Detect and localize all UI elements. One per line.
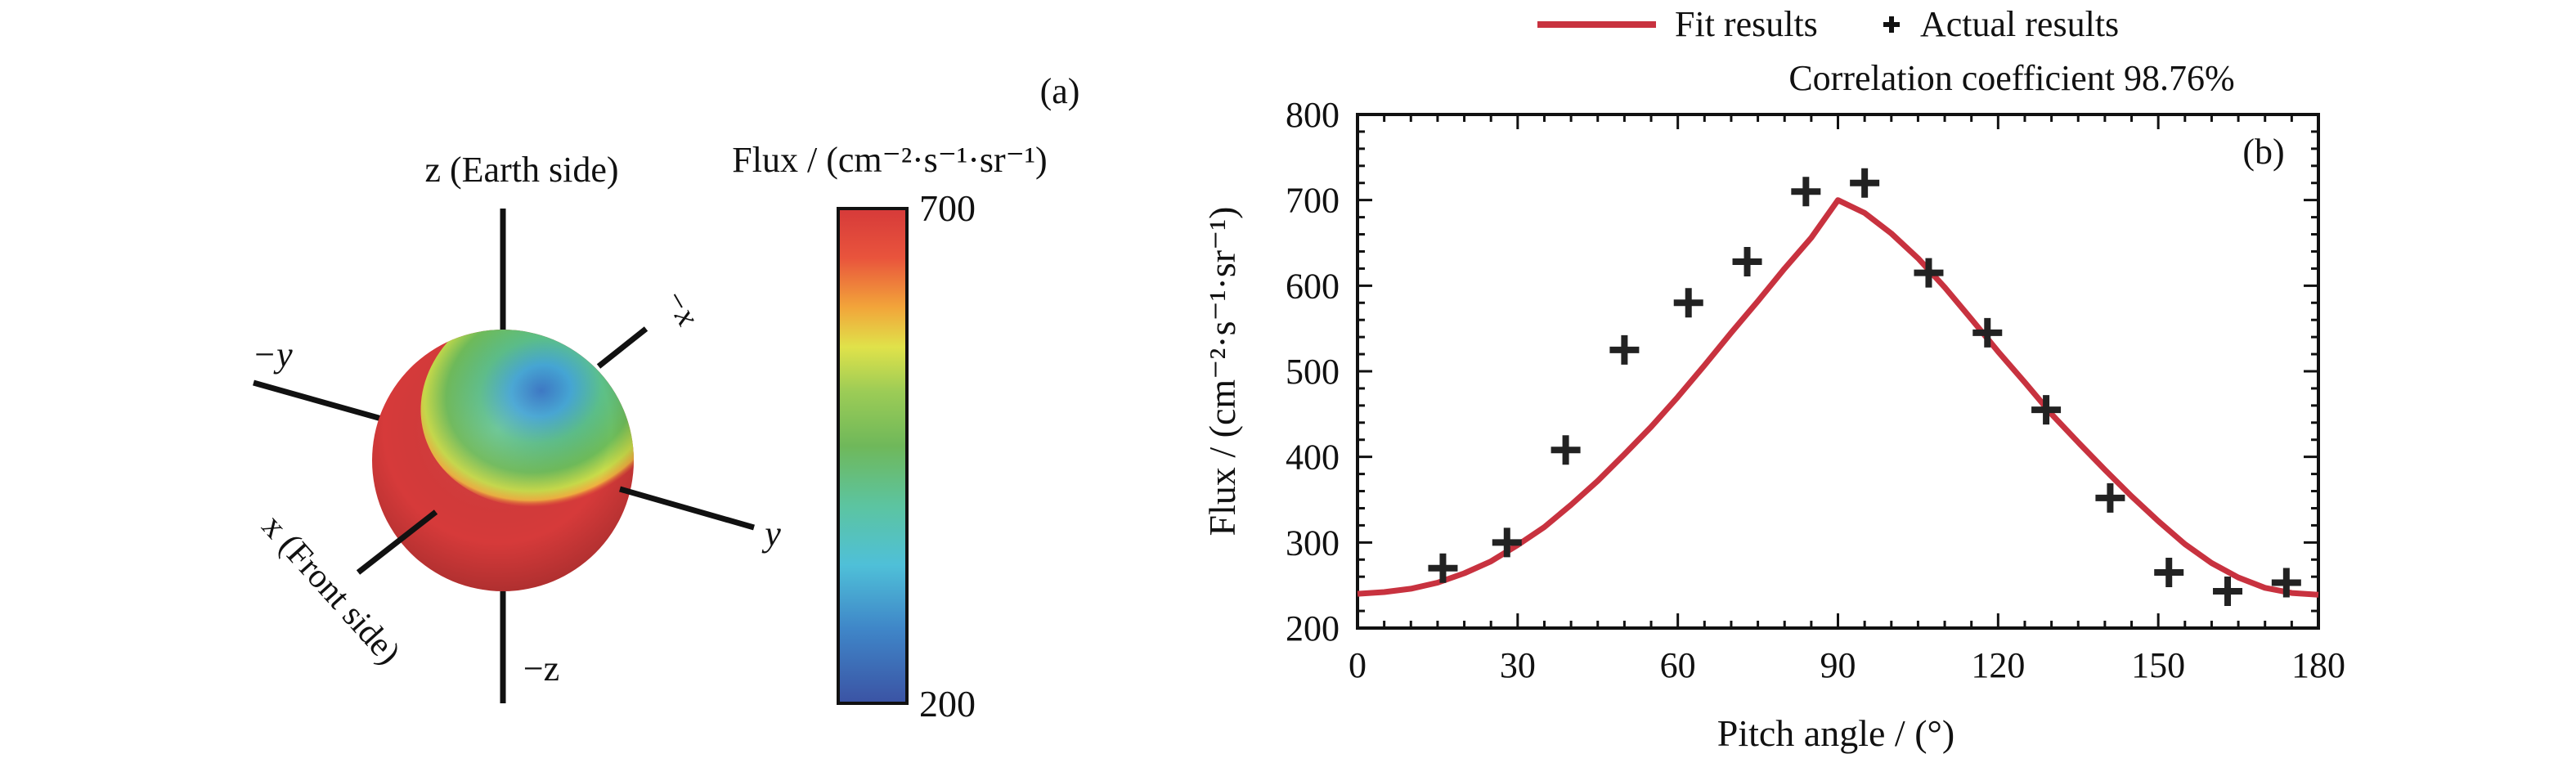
x-tick-label: 90 — [1820, 645, 1856, 685]
actual-result-point — [1972, 317, 2003, 348]
colorbar-min-label: 200 — [919, 683, 976, 725]
actual-result-point — [1551, 435, 1581, 465]
panel-a-sphere-plot: (a) z (Earth side) −y −x y x (Front side… — [252, 71, 1079, 725]
y-tick-labels: 200 300 400 500 600 700 800 — [1286, 95, 1340, 649]
axis-x-positive — [356, 509, 438, 575]
axis-label-z-positive: z (Earth side) — [425, 150, 619, 190]
actual-result-point — [2154, 557, 2184, 587]
axis-label-z-negative: −z — [523, 649, 559, 689]
fit-results-line — [1357, 197, 2319, 598]
axis-x-negative — [596, 326, 648, 369]
legend-actual-marker — [1883, 16, 1900, 33]
y-tick-label: 600 — [1286, 266, 1340, 306]
axis-label-x-negative: −x — [657, 282, 707, 332]
y-tick-label: 800 — [1286, 95, 1340, 135]
axis-label-y-positive: y — [761, 514, 781, 554]
x-axis-title: Pitch angle / (°) — [1717, 712, 1955, 754]
flux-sphere — [372, 330, 634, 591]
x-tick-label: 30 — [1500, 645, 1536, 685]
actual-result-point — [1673, 288, 1703, 318]
chart-title: Correlation coefficient 98.76% — [1788, 58, 2234, 98]
y-axis-title: Flux / (cm⁻²·s⁻¹·sr⁻¹) — [1201, 207, 1243, 536]
legend-fit-label: Fit results — [1675, 4, 1818, 44]
panel-b-chart: Fit results Actual results Correlation c… — [1201, 4, 2345, 754]
x-tick-label: 0 — [1349, 645, 1367, 685]
actual-result-point — [1732, 247, 1762, 277]
colorbar — [837, 207, 909, 705]
actual-result-point — [1428, 553, 1458, 583]
panel-a-label: (a) — [1040, 71, 1080, 111]
actual-result-point — [1914, 258, 1944, 288]
legend: Fit results Actual results — [1537, 4, 2119, 44]
actual-result-point — [2213, 576, 2243, 606]
plot-frame — [1356, 113, 2320, 630]
actual-result-point — [1791, 177, 1821, 207]
y-tick-label: 400 — [1286, 438, 1340, 478]
y-tick-label: 300 — [1286, 523, 1340, 563]
series-layer — [1357, 168, 2319, 606]
legend-actual-label: Actual results — [1920, 4, 2119, 44]
panel-b-label: (b) — [2242, 132, 2284, 172]
y-tick-label: 500 — [1286, 352, 1340, 392]
actual-result-point — [2271, 568, 2301, 598]
x-tick-label: 150 — [2131, 645, 2185, 685]
x-tick-label: 120 — [1971, 645, 2025, 685]
axis-y-negative — [253, 379, 385, 423]
x-tick-label: 60 — [1660, 645, 1696, 685]
actual-result-point — [1492, 527, 1522, 558]
y-tick-label: 200 — [1286, 608, 1340, 649]
axis-ticks — [1356, 113, 2320, 630]
axis-y-positive — [619, 486, 755, 531]
colorbar-title: Flux / (cm⁻²·s⁻¹·sr⁻¹) — [732, 140, 1047, 180]
x-tick-label: 180 — [2291, 645, 2345, 685]
axis-label-x-positive: x (Front side) — [254, 508, 407, 672]
y-tick-label: 700 — [1286, 181, 1340, 221]
axis-label-y-negative: −y — [252, 334, 293, 375]
actual-result-point — [2031, 395, 2062, 425]
actual-result-point — [1609, 334, 1640, 365]
colorbar-max-label: 700 — [919, 187, 976, 229]
actual-result-point — [1850, 168, 1880, 198]
actual-result-point — [2095, 482, 2125, 513]
x-tick-labels: 0 30 60 90 120 150 180 — [1349, 645, 2345, 685]
